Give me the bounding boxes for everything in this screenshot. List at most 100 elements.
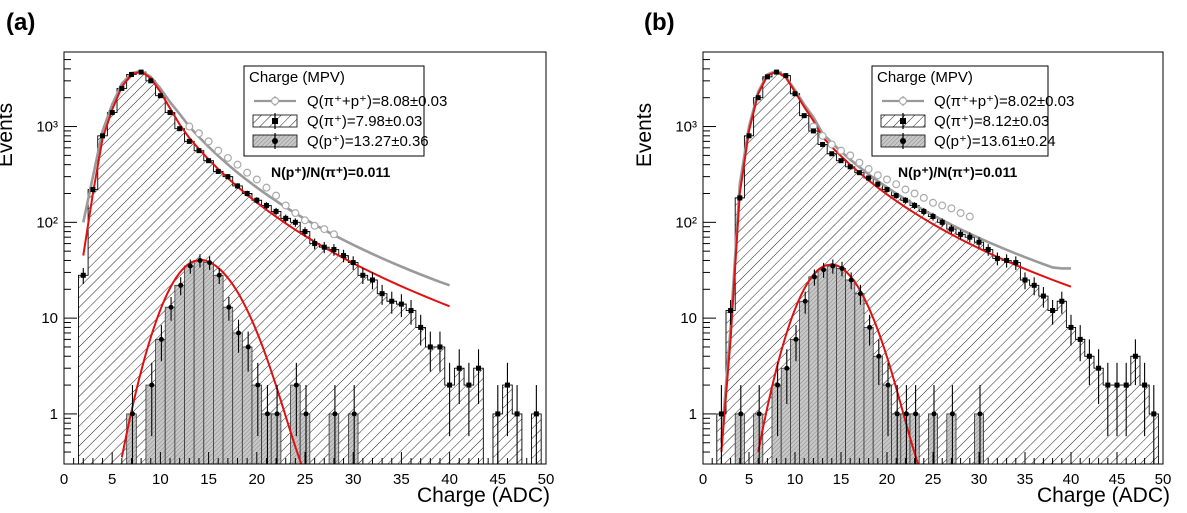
x-axis-label: Charge (ADC) xyxy=(417,484,550,507)
total-point xyxy=(329,230,338,239)
proton-bar xyxy=(826,265,837,464)
proton-bar xyxy=(872,355,883,464)
proton-bar xyxy=(222,306,234,464)
pion-fit-curve xyxy=(720,70,1072,453)
pion-point xyxy=(985,247,991,253)
pion-point xyxy=(1114,382,1120,388)
ratio-annotation: N(p⁺)/N(π⁺)=0.011 xyxy=(271,164,390,180)
pion-point xyxy=(1132,353,1138,359)
pion-point xyxy=(792,91,798,97)
proton-point xyxy=(913,411,919,417)
proton-point xyxy=(168,304,174,310)
x-tick-label: 5 xyxy=(745,471,753,488)
pion-point xyxy=(1123,382,1129,388)
legend-entry: Q(p⁺)=13.61±0.24 xyxy=(934,133,1056,150)
proton-point xyxy=(264,411,270,417)
x-tick-label: 20 xyxy=(248,471,265,488)
total-point xyxy=(233,160,242,169)
total-point xyxy=(919,193,928,202)
proton-point xyxy=(857,291,863,297)
pion-point xyxy=(225,174,231,180)
total-point xyxy=(252,175,261,184)
y-tick-label: 10³ xyxy=(675,119,697,136)
proton-point xyxy=(129,411,135,417)
pion-point xyxy=(1086,353,1092,359)
y-tick-label: 10² xyxy=(36,214,58,231)
pion-point xyxy=(893,193,899,199)
total-point xyxy=(214,146,223,155)
pion-point xyxy=(1004,257,1010,263)
proton-point xyxy=(977,411,983,417)
total-point xyxy=(947,204,956,213)
proton-bar xyxy=(184,265,195,464)
pion-point xyxy=(350,260,356,266)
total-point xyxy=(818,131,827,140)
proton-bar xyxy=(155,338,166,464)
pion-point xyxy=(157,93,163,99)
x-tick-label: 0 xyxy=(60,471,68,488)
legend-marker-total xyxy=(254,96,296,106)
pion-point xyxy=(801,113,807,119)
pion-point xyxy=(1059,298,1065,304)
pion-point xyxy=(321,244,327,250)
pion-point xyxy=(1013,260,1019,266)
pion-point xyxy=(148,78,154,84)
pion-point xyxy=(875,181,881,187)
total-point xyxy=(291,209,300,218)
proton-bar xyxy=(817,269,828,464)
pion-point xyxy=(206,158,212,164)
total-point xyxy=(892,180,901,189)
pion-point xyxy=(408,308,414,314)
pion-point xyxy=(829,151,835,157)
pion-point xyxy=(912,202,918,208)
proton-point xyxy=(867,324,873,330)
pion-point xyxy=(244,190,250,196)
proton-point xyxy=(784,365,790,371)
total-point xyxy=(243,168,252,177)
proton-bar xyxy=(771,384,782,464)
proton-point xyxy=(187,263,193,269)
pion-point xyxy=(418,324,424,330)
y-tick-label: 10² xyxy=(675,214,697,231)
pion-point xyxy=(398,301,404,307)
pion-point xyxy=(930,214,936,220)
total-point xyxy=(301,216,310,225)
pion-point xyxy=(847,164,853,170)
pion-point xyxy=(283,215,289,221)
total-point xyxy=(262,183,271,192)
legend: Charge (MPV) Q(π⁺+p⁺)=8.08±0.03 Q(π⁺)=7.… xyxy=(243,65,447,157)
total-point xyxy=(827,140,836,149)
x-tick-label: 15 xyxy=(200,471,217,488)
pion-point xyxy=(737,195,743,201)
legend-title: Charge (MPV) xyxy=(249,69,345,86)
proton-fit-curve xyxy=(120,258,303,464)
x-tick-label: 40 xyxy=(441,471,458,488)
proton-point xyxy=(332,411,338,417)
proton-point xyxy=(216,272,222,278)
pion-point xyxy=(1105,382,1111,388)
total-point xyxy=(965,212,974,221)
pion-point xyxy=(254,197,260,203)
pion-point xyxy=(437,344,443,350)
pion-point xyxy=(948,226,954,232)
pion-point xyxy=(215,168,221,174)
proton-bar xyxy=(232,332,243,464)
pion-point xyxy=(476,365,482,371)
pion-point xyxy=(967,234,973,240)
x-tick-label: 50 xyxy=(1155,471,1172,488)
proton-bar xyxy=(241,346,253,464)
x-axis-label: Charge (ADC) xyxy=(1037,484,1170,507)
total-point xyxy=(910,189,919,198)
pion-point xyxy=(109,110,115,116)
pion-point xyxy=(958,231,964,237)
proton-point xyxy=(738,411,744,417)
pion-point xyxy=(994,255,1000,261)
pion-point xyxy=(100,133,106,139)
proton-point xyxy=(178,282,184,288)
pion-point xyxy=(1050,308,1056,314)
pion-point xyxy=(533,411,539,417)
x-tick-label: 35 xyxy=(1017,471,1034,488)
total-point xyxy=(956,209,965,218)
pion-point xyxy=(389,298,395,304)
pion-point xyxy=(331,247,337,253)
